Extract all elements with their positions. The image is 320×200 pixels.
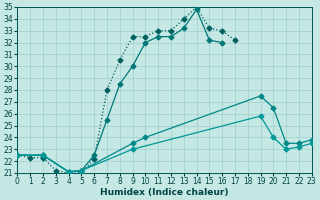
X-axis label: Humidex (Indice chaleur): Humidex (Indice chaleur)	[100, 188, 229, 197]
